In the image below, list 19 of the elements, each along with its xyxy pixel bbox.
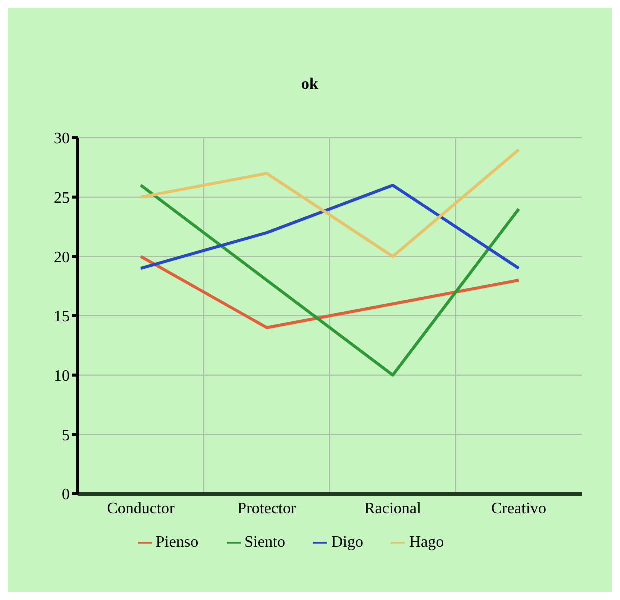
legend-label: Siento (244, 534, 286, 551)
legend-label: Digo (331, 534, 364, 551)
y-tick-label: 10 (54, 368, 70, 386)
legend-label: Pienso (156, 534, 199, 551)
y-tick-label: 20 (54, 249, 70, 266)
legend-label: Hago (409, 534, 444, 551)
y-tick-label: 15 (54, 308, 70, 326)
y-tick-label: 30 (54, 130, 70, 148)
y-tick-label: 25 (54, 190, 70, 208)
line-series (140, 148, 520, 258)
chart-title: ok (300, 76, 320, 94)
x-tick-label: Creativo (491, 500, 547, 518)
line-series (140, 255, 520, 330)
y-tick-label: 0 (62, 486, 70, 504)
x-tick-label: Racional (364, 500, 422, 518)
x-tick-label: Protector (238, 500, 297, 518)
line-series (140, 184, 520, 377)
y-tick-label: 5 (62, 427, 70, 444)
x-tick-label: Conductor (107, 500, 176, 518)
